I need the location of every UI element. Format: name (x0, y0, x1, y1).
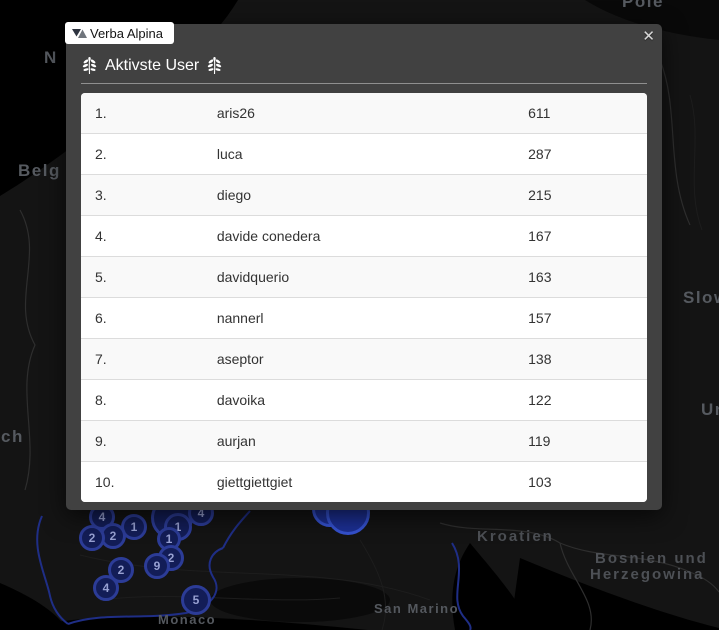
table-row: 10. giettgiettgiet 103 (81, 461, 647, 502)
map-label-polen: Pole (622, 0, 664, 11)
marker-cluster[interactable]: 2 (79, 525, 105, 551)
rank-cell: 8. (81, 379, 217, 421)
table-row: 9. aurjan 119 (81, 420, 647, 462)
rank-cell: 5. (81, 256, 217, 298)
count-cell: 163 (528, 256, 647, 298)
active-users-dialog: Verba Alpina ✕ Aktivste User (65, 22, 662, 510)
table-row: 4. davide conedera 167 (81, 215, 647, 257)
user-cell: aseptor (216, 338, 529, 380)
count-cell: 119 (528, 420, 647, 462)
dialog-title-row: Aktivste User (81, 57, 647, 75)
table-row: 6. nannerl 157 (81, 297, 647, 339)
verba-alpina-tab-label: Verba Alpina (90, 25, 164, 41)
count-cell: 122 (528, 379, 647, 421)
cluster-count: 4 (102, 581, 110, 595)
cluster-count: 1 (174, 520, 182, 534)
map-label-frankreich: ch (1, 427, 24, 446)
table-row: 7. aseptor 138 (81, 338, 647, 380)
count-cell: 287 (528, 133, 647, 175)
rank-cell: 10. (81, 461, 217, 502)
verba-alpina-tab: Verba Alpina (65, 22, 175, 44)
cluster-count: 2 (88, 531, 96, 545)
rank-cell: 3. (81, 174, 217, 216)
map-label-belgien: Belg (18, 161, 61, 180)
map-label-bosnien-2: Herzegowina (590, 566, 705, 583)
user-cell: aurjan (216, 420, 529, 462)
rank-cell: 6. (81, 297, 217, 339)
cluster-count: 2 (167, 551, 175, 565)
close-icon[interactable]: ✕ (642, 28, 655, 45)
map-label-kroatien: Kroatien (477, 528, 554, 545)
map-label-bosnien-1: Bosnien und (595, 550, 708, 567)
marker-cluster[interactable]: 9 (144, 553, 170, 579)
user-cell: aris26 (216, 105, 255, 121)
laurel-right-icon (208, 57, 222, 75)
marker-cluster[interactable]: 5 (181, 585, 211, 615)
map-label-niederlande: N (44, 48, 58, 67)
count-cell: 103 (528, 461, 647, 502)
user-cell: davide conedera (216, 215, 529, 257)
active-users-table: 1. aris26 611 2. luca 287 3. diego 215 4. davide c… (81, 93, 647, 502)
map-label-slowakei: Slow (683, 288, 719, 307)
user-cell: giettgiettgiet (216, 461, 529, 502)
cluster-count: 2 (117, 563, 125, 577)
table-row: 2. luca 287 (81, 133, 647, 175)
cluster-count: 4 (98, 510, 106, 524)
map-label-san-marino: San Marino (374, 601, 460, 616)
rank-cell: 7. (81, 338, 217, 380)
table-row: 8. davoika 122 (81, 379, 647, 421)
map-label-monaco: Monaco (158, 612, 217, 627)
count-cell: 611 (528, 105, 551, 121)
marker-cluster[interactable]: 4 (93, 575, 119, 601)
user-cell: davidquerio (216, 256, 529, 298)
user-table-body: 1. aris26 611 2. luca 287 3. diego 215 4. davide c… (81, 93, 647, 502)
count-cell: 215 (528, 174, 647, 216)
rank-cell: 4. (81, 215, 217, 257)
table-row: 1. aris26 611 (81, 93, 647, 134)
title-divider (81, 83, 647, 84)
count-cell: 138 (528, 338, 647, 380)
dialog-title: Aktivste User (105, 57, 200, 74)
rank-cell: 9. (81, 420, 217, 462)
rank-cell: 2. (81, 133, 217, 175)
user-cell: diego (216, 174, 529, 216)
laurel-left-icon (82, 57, 97, 75)
map-label-ungarn: Un (701, 400, 719, 419)
cluster-count: 5 (192, 593, 200, 607)
cluster-count: 4 (197, 506, 205, 520)
verba-alpina-logo-icon (72, 29, 87, 38)
user-cell: nannerl (216, 297, 529, 339)
count-cell: 157 (528, 297, 647, 339)
table-row: 3. diego 215 (81, 174, 647, 216)
cluster-count: 1 (130, 520, 138, 534)
user-cell: luca (216, 133, 529, 175)
user-cell: davoika (216, 379, 529, 421)
cluster-count: 2 (109, 529, 117, 543)
cluster-count: 1 (165, 532, 173, 546)
table-row: 5. davidquerio 163 (81, 256, 647, 298)
rank-cell: 1. (95, 105, 107, 121)
cluster-count: 9 (153, 559, 161, 573)
user-table-wrap: 1. aris26 611 2. luca 287 3. diego 215 4. davide c… (81, 93, 647, 502)
count-cell: 167 (528, 215, 647, 257)
